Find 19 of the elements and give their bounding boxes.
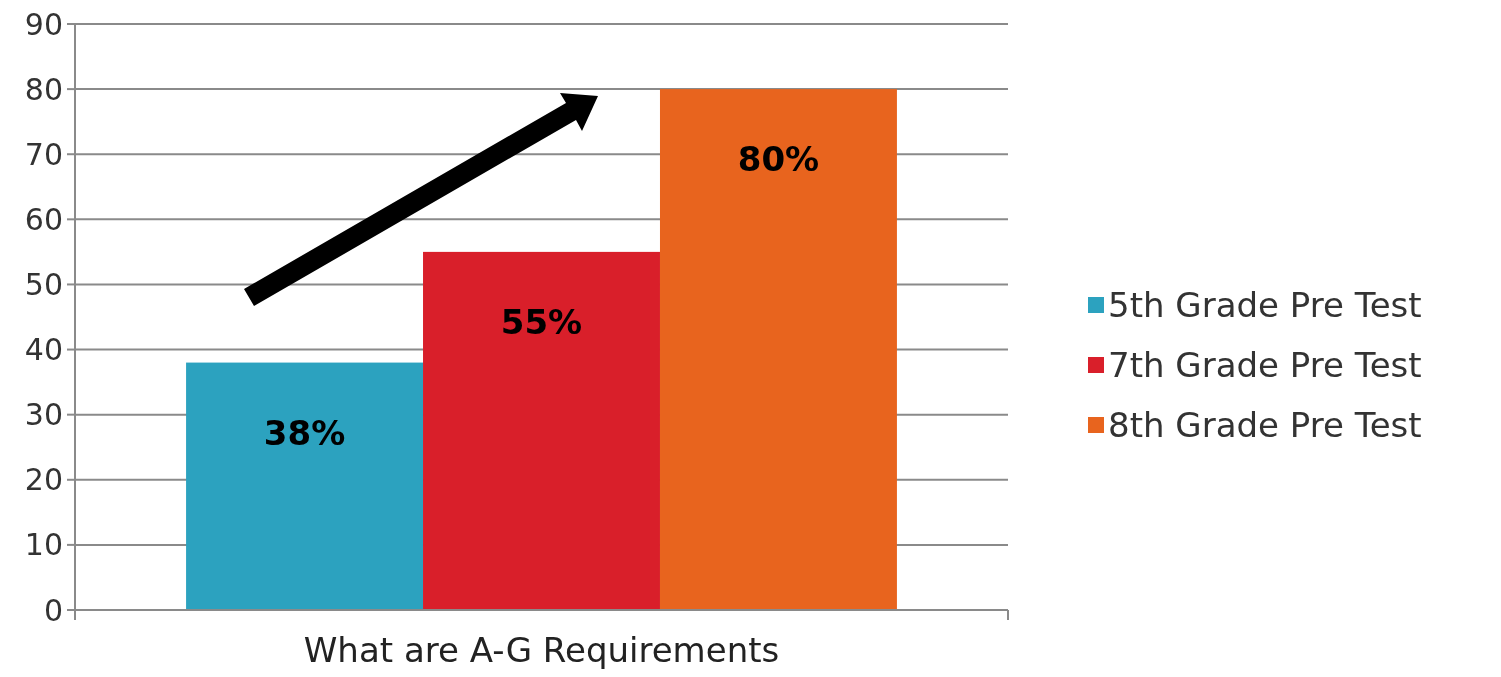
y-tick-label: 30: [24, 397, 63, 433]
bar: [659, 89, 897, 610]
y-tick-label: 50: [24, 266, 63, 302]
legend-label: 8th Grade Pre Test: [1108, 404, 1422, 445]
y-tick-label: 10: [24, 527, 63, 563]
data-label: 38%: [263, 412, 346, 453]
y-tick-label: 20: [24, 462, 63, 498]
y-tick-label: 90: [24, 6, 63, 42]
y-tick-label: 70: [24, 136, 63, 172]
legend-label: 5th Grade Pre Test: [1108, 284, 1422, 325]
y-tick-label: 60: [24, 201, 63, 237]
y-tick-label: 80: [24, 71, 63, 107]
legend-label: 7th Grade Pre Test: [1108, 344, 1422, 385]
y-tick-label: 40: [24, 332, 63, 368]
data-label: 55%: [500, 301, 583, 342]
data-label: 80%: [737, 139, 820, 180]
y-tick-label: 0: [43, 592, 63, 628]
x-tick-label: What are A-G Requirements: [303, 630, 780, 670]
bar: [186, 362, 424, 610]
